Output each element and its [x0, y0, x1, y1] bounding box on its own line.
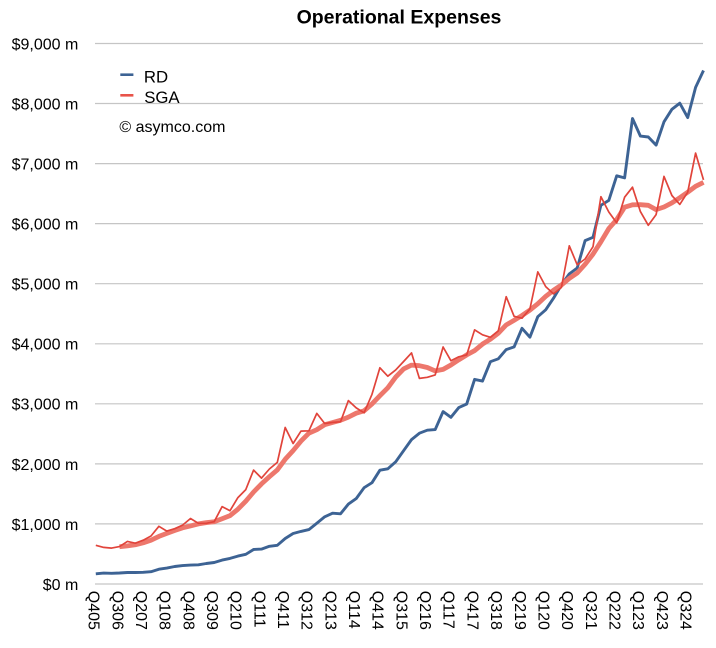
svg-text:Q312: Q312	[298, 591, 315, 630]
svg-text:Q321: Q321	[582, 591, 599, 630]
svg-text:$5,000 m: $5,000 m	[12, 277, 79, 294]
svg-text:$3,000 m: $3,000 m	[12, 397, 79, 414]
svg-text:Q417: Q417	[463, 591, 480, 630]
svg-text:$6,000 m: $6,000 m	[12, 217, 79, 234]
svg-text:SGA: SGA	[144, 88, 180, 107]
svg-text:Q408: Q408	[179, 591, 196, 630]
svg-text:$9,000 m: $9,000 m	[12, 36, 79, 53]
svg-text:Q315: Q315	[392, 591, 409, 630]
svg-text:Q216: Q216	[416, 591, 433, 630]
svg-text:Q324: Q324	[677, 591, 694, 630]
svg-text:$1,000 m: $1,000 m	[12, 517, 79, 534]
svg-text:Q423: Q423	[653, 591, 670, 630]
svg-text:Q207: Q207	[132, 591, 149, 630]
svg-text:Q210: Q210	[227, 591, 244, 630]
svg-text:Q120: Q120	[535, 591, 552, 630]
svg-text:Q309: Q309	[203, 591, 220, 630]
svg-text:Q213: Q213	[321, 591, 338, 630]
svg-text:Q411: Q411	[274, 591, 291, 629]
svg-text:Q219: Q219	[511, 591, 528, 630]
svg-text:RD: RD	[144, 68, 168, 87]
svg-text:Q420: Q420	[558, 591, 575, 630]
svg-text:Q108: Q108	[156, 591, 173, 630]
svg-text:Q306: Q306	[108, 591, 125, 630]
svg-text:$4,000 m: $4,000 m	[12, 337, 79, 354]
svg-text:© asymco.com: © asymco.com	[119, 119, 225, 136]
svg-text:$7,000 m: $7,000 m	[12, 157, 79, 174]
svg-text:$2,000 m: $2,000 m	[12, 457, 79, 474]
svg-text:Q117: Q117	[440, 591, 457, 629]
svg-text:Q405: Q405	[85, 591, 102, 630]
svg-text:Q123: Q123	[629, 591, 646, 630]
svg-text:$0 m: $0 m	[43, 577, 79, 594]
svg-text:$8,000 m: $8,000 m	[12, 96, 79, 113]
svg-text:Q114: Q114	[345, 591, 362, 629]
svg-text:Q318: Q318	[487, 591, 504, 630]
svg-text:Q111: Q111	[250, 591, 267, 628]
svg-text:Q222: Q222	[606, 591, 623, 630]
svg-text:Operational Expenses: Operational Expenses	[297, 7, 502, 29]
svg-text:Q414: Q414	[369, 591, 386, 630]
